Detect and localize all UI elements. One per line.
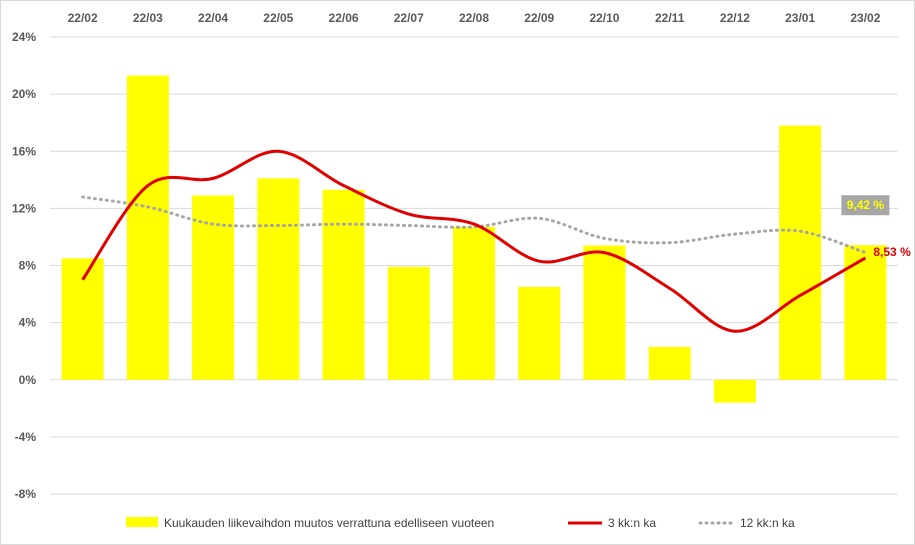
y-tick-label: 8% bbox=[19, 259, 37, 273]
y-tick-label: 20% bbox=[12, 87, 36, 101]
data-label: 9,42 % bbox=[847, 198, 885, 212]
bar bbox=[779, 125, 822, 380]
bar bbox=[713, 379, 756, 403]
bar bbox=[126, 75, 169, 380]
x-tick-label: 22/09 bbox=[524, 11, 554, 25]
x-tick-label: 22/03 bbox=[133, 11, 163, 25]
bar bbox=[322, 189, 365, 380]
legend-label: Kuukauden liikevaihdon muutos verrattuna… bbox=[164, 516, 494, 530]
series-line-3kk bbox=[81, 149, 867, 333]
x-tick-label: 22/04 bbox=[198, 11, 228, 25]
legend-label: 12 kk:n ka bbox=[740, 516, 795, 530]
y-tick-label: 4% bbox=[19, 316, 37, 330]
data-label: 8,53 % bbox=[873, 245, 911, 259]
x-tick-label: 23/02 bbox=[850, 11, 880, 25]
x-tick-label: 22/11 bbox=[655, 11, 685, 25]
x-tick-label: 23/01 bbox=[785, 11, 815, 25]
bar bbox=[648, 346, 691, 380]
x-tick-label: 22/02 bbox=[68, 11, 98, 25]
bar bbox=[257, 178, 300, 380]
y-tick-label: 0% bbox=[19, 373, 37, 387]
data-label-box bbox=[841, 195, 890, 216]
x-tick-label: 22/06 bbox=[329, 11, 359, 25]
x-tick-label: 22/10 bbox=[589, 11, 619, 25]
y-tick-label: 12% bbox=[12, 201, 36, 215]
bar bbox=[387, 266, 430, 380]
y-tick-label: -8% bbox=[15, 487, 37, 501]
x-tick-label: 22/07 bbox=[394, 11, 424, 25]
series-line-12kk bbox=[81, 195, 867, 255]
y-tick-label: -4% bbox=[15, 430, 37, 444]
bar bbox=[192, 195, 235, 380]
y-tick-label: 16% bbox=[12, 144, 36, 158]
bar bbox=[518, 286, 561, 380]
y-tick-label: 24% bbox=[12, 30, 36, 44]
bar bbox=[453, 226, 495, 380]
bar bbox=[61, 258, 104, 380]
x-tick-label: 22/08 bbox=[459, 11, 489, 25]
x-tick-label: 22/12 bbox=[720, 11, 750, 25]
bar bbox=[583, 245, 626, 380]
x-tick-label: 22/05 bbox=[263, 11, 293, 25]
legend-swatch-bar bbox=[126, 517, 158, 527]
legend-label: 3 kk:n ka bbox=[608, 516, 656, 530]
